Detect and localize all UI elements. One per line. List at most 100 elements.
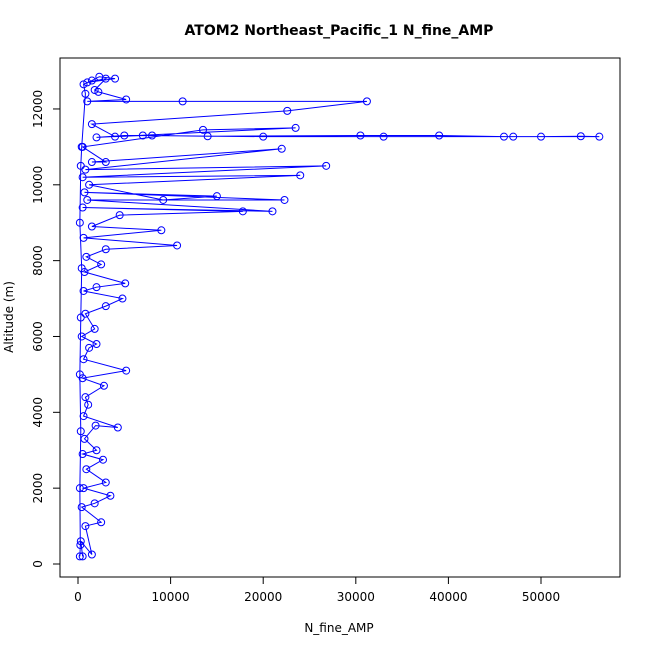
data-point [80,188,89,197]
x-tick-label: 20000 [244,590,282,604]
data-point [94,87,103,96]
data-point [76,537,85,546]
data-point [121,279,130,288]
x-tick-label: 40000 [429,590,467,604]
data-point [77,332,86,341]
data-point [178,97,187,106]
data-point [122,95,131,104]
data-point [77,142,86,151]
x-tick-label: 30000 [337,590,375,604]
data-point [92,133,101,142]
data-point [101,478,110,487]
data-point [435,131,444,140]
x-tick-label: 10000 [152,590,190,604]
data-point [81,522,90,531]
data-point [87,76,96,85]
data-point [203,132,212,141]
data-point [268,207,277,216]
y-tick-label: 4000 [31,397,45,428]
data-point [75,484,84,493]
data-point [118,294,127,303]
data-point [122,366,131,375]
data-point [78,173,87,182]
data-point [101,158,110,167]
y-tick-label: 6000 [31,321,45,352]
data-point [111,132,120,141]
data-point [76,313,85,322]
y-axis-label: Altitude (m) [2,281,16,353]
data-point [379,132,388,141]
data-point [509,132,518,141]
data-point [90,86,99,95]
data-point [92,283,101,292]
data-point [81,89,90,98]
data-point [79,286,88,295]
data-point [499,132,508,141]
data-point [291,123,300,132]
data-point [101,302,110,311]
data-point [99,455,108,464]
data-point [78,450,87,459]
data-point [296,171,305,180]
data-point [79,412,88,421]
data-point [95,72,104,81]
x-tick-label: 0 [74,590,82,604]
data-point [79,80,88,89]
data-point [79,484,88,493]
data-point [78,203,87,212]
data-point [106,491,115,500]
data-point [259,132,268,141]
data-point [79,355,88,364]
data-point [75,218,84,227]
data-point [77,503,86,512]
data-point [76,541,85,550]
data-point [199,125,208,134]
data-point [212,192,221,201]
data-point [76,427,85,436]
data-point [120,131,129,140]
data-point [356,131,365,140]
data-point [97,518,106,527]
data-point [113,423,122,432]
data-point [75,370,84,379]
data-point [90,499,99,508]
data-point [80,434,89,443]
data-point [283,106,292,115]
data-point [97,260,106,269]
data-point [81,393,90,402]
data-point [79,233,88,242]
data-point [85,180,94,189]
data-point [84,400,93,409]
data-point [82,252,91,261]
data-point [576,132,585,141]
data-point [238,207,247,216]
data-point [280,195,289,204]
data-point [101,245,110,254]
data-point [87,550,96,559]
data-point [173,241,182,250]
y-tick-label: 0 [31,560,45,568]
data-point [115,211,124,220]
y-tick-label: 10000 [31,166,45,204]
chart-title: ATOM2 Northeast_Pacific_1 N_fine_AMP [185,23,494,39]
data-point [91,421,100,430]
data-point [322,161,331,170]
data-point [87,158,96,167]
data-point [92,446,101,455]
data-point [362,97,371,106]
x-tick-label: 50000 [522,590,560,604]
data-point [277,144,286,153]
data-point [83,195,92,204]
y-tick-label: 2000 [31,473,45,504]
data-point [87,222,96,231]
data-point [75,552,84,561]
data-point [87,120,96,129]
data-point [148,131,157,140]
data-point [76,161,85,170]
x-axis-label: N_fine_AMP [304,621,373,635]
data-point [537,132,546,141]
y-tick-label: 12000 [31,90,45,128]
data-point [111,74,120,83]
data-point [90,324,99,333]
